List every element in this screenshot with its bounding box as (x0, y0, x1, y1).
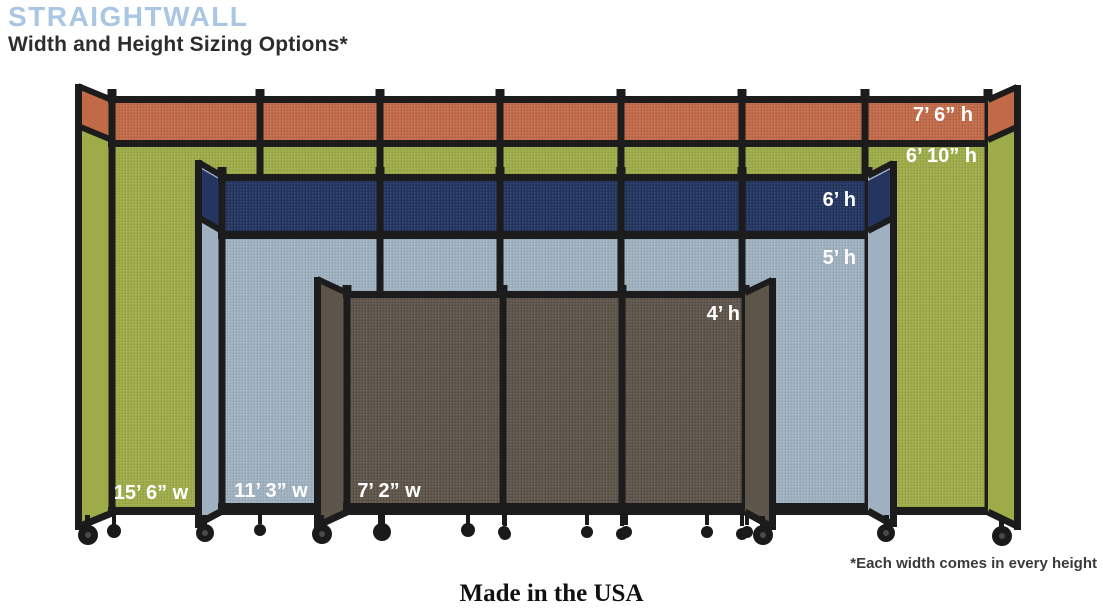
medium-right-wing-panel (868, 163, 893, 525)
page-subtitle: Width and Height Sizing Options* (8, 33, 348, 57)
height-label-6ft: 6’ h (823, 189, 856, 211)
width-label-15ft6: 15’ 6” w (114, 482, 189, 504)
large-left-wing-frame (75, 83, 114, 531)
medium-casters (196, 512, 895, 542)
small-top-frame (343, 291, 749, 298)
height-label-4ft: 4’ h (707, 303, 740, 325)
medium-top-frame (218, 174, 872, 181)
medium-mid-frame (218, 231, 872, 239)
large-mid-frame (108, 140, 992, 147)
large-top-band-texture (112, 103, 988, 140)
sizing-footnote: *Each width comes in every height (850, 555, 1097, 572)
small-left-wing-panel (317, 279, 347, 526)
small-body-texture (347, 298, 745, 503)
large-top-frame (108, 96, 992, 103)
medium-right-wing-band (868, 168, 893, 231)
large-right-wing-panel (988, 87, 1017, 526)
width-label-7ft2: 7’ 2” w (357, 480, 421, 502)
width-label-11ft3: 11’ 3” w (234, 480, 308, 502)
divider-small-7ft2: 4’ h 7’ 2” w (312, 276, 776, 545)
height-label-5ft: 5’ h (823, 247, 856, 269)
header: STRAIGHTWALL Width and Height Sizing Opt… (8, 1, 348, 57)
medium-left-wing-band (198, 167, 222, 231)
small-casters (312, 512, 773, 545)
small-right-wing-panel (745, 280, 772, 527)
large-left-wing-panel (78, 86, 112, 527)
brand-title: STRAIGHTWALL (8, 1, 249, 32)
height-label-6ft10: 6’ 10” h (906, 145, 977, 167)
small-bottom-frame (343, 503, 749, 512)
large-casters (78, 515, 1012, 546)
medium-left-wing-panel (198, 162, 222, 524)
small-right-wing-frame (743, 277, 776, 531)
medium-top-band-texture (222, 181, 868, 231)
made-in-usa-text: Made in the USA (459, 580, 644, 607)
height-label-7ft6: 7’ 6” h (913, 104, 973, 126)
